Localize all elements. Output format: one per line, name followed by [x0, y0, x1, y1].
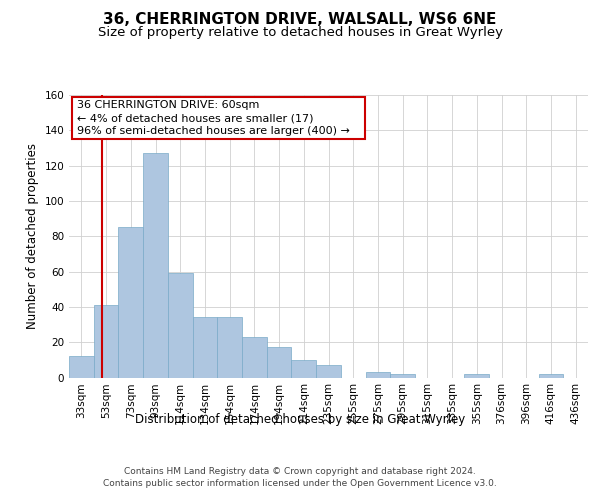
Bar [143, 154, 168, 378]
FancyBboxPatch shape [71, 97, 365, 139]
Bar [464, 374, 489, 378]
Bar [242, 337, 267, 378]
Bar [168, 274, 193, 378]
Bar [267, 348, 292, 378]
Bar [217, 318, 242, 378]
Bar [365, 372, 390, 378]
Text: Distribution of detached houses by size in Great Wyrley: Distribution of detached houses by size … [135, 412, 465, 426]
Bar [118, 228, 143, 378]
Bar [539, 374, 563, 378]
Text: Contains HM Land Registry data © Crown copyright and database right 2024.: Contains HM Land Registry data © Crown c… [124, 468, 476, 476]
Text: 36, CHERRINGTON DRIVE, WALSALL, WS6 6NE: 36, CHERRINGTON DRIVE, WALSALL, WS6 6NE [103, 12, 497, 28]
Bar [193, 318, 217, 378]
Text: ← 4% of detached houses are smaller (17): ← 4% of detached houses are smaller (17) [77, 113, 313, 123]
Text: Size of property relative to detached houses in Great Wyrley: Size of property relative to detached ho… [97, 26, 503, 39]
Text: 96% of semi-detached houses are larger (400) →: 96% of semi-detached houses are larger (… [77, 126, 350, 136]
Bar [390, 374, 415, 378]
Bar [292, 360, 316, 378]
Y-axis label: Number of detached properties: Number of detached properties [26, 143, 39, 329]
Bar [94, 305, 118, 378]
Text: 36 CHERRINGTON DRIVE: 60sqm: 36 CHERRINGTON DRIVE: 60sqm [77, 100, 259, 110]
Bar [69, 356, 94, 378]
Text: Contains public sector information licensed under the Open Government Licence v3: Contains public sector information licen… [103, 479, 497, 488]
Bar [316, 365, 341, 378]
